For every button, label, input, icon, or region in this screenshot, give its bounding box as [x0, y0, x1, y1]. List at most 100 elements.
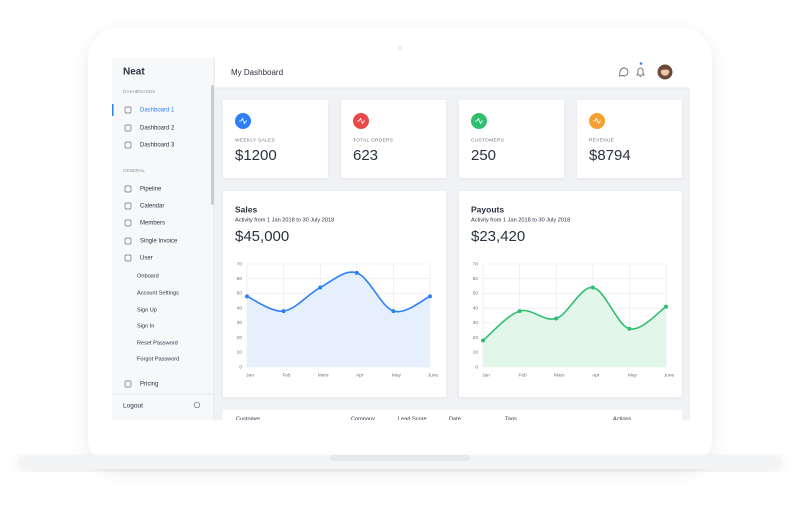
y-tick-label: 50	[473, 291, 479, 297]
nav-icon	[124, 202, 132, 210]
nav-heading: DASHBOARDS	[123, 89, 155, 94]
bell-icon[interactable]	[636, 67, 645, 77]
x-tick-label: Apr	[592, 372, 600, 378]
nav-subitem[interactable]: Sign Up	[137, 307, 157, 313]
point	[554, 316, 559, 321]
line	[246, 271, 431, 313]
chart: 0 10 20 30 40 50 60 70 Jan Feb Mars Apr May June	[473, 261, 675, 378]
y-tick-label: 40	[473, 305, 479, 311]
nav-subitem[interactable]: Account Settings	[137, 290, 179, 296]
brand[interactable]: Neat	[123, 67, 145, 78]
nav-subitem[interactable]: Sign In	[137, 323, 154, 329]
point	[590, 285, 595, 290]
table-header: Actions	[613, 416, 632, 422]
chart-subtitle: Activity from 1 Jan 2018 to 30 July 2018	[235, 217, 334, 223]
nav-item[interactable]: Dashboard 2	[140, 126, 175, 132]
nav-item[interactable]: Members	[140, 221, 165, 227]
nav-item[interactable]: Pipeline	[140, 187, 162, 193]
x-tick-label: Jan	[246, 372, 254, 378]
y-tick-label: 30	[473, 320, 479, 326]
point	[627, 326, 632, 331]
scrollbar	[211, 85, 214, 205]
stat-glyph	[475, 117, 483, 125]
topbar	[215, 58, 690, 88]
x-tick-label: June	[664, 372, 675, 378]
power-icon	[193, 401, 201, 409]
y-tick-label: 70	[473, 261, 479, 267]
x-tick-label: Feb	[518, 372, 527, 378]
y-tick-label: 20	[473, 335, 479, 341]
avatar-hair	[660, 66, 670, 71]
y-tick-label: 70	[237, 261, 243, 267]
stat-label: TOTAL ORDERS	[353, 137, 393, 143]
stat-card	[459, 100, 564, 178]
stat-card	[223, 100, 328, 178]
stat-value: $8794	[589, 147, 631, 164]
chart-title: Payouts	[471, 204, 504, 214]
chart-subtitle: Activity from 1 Jan 2018 to 30 July 2018	[471, 217, 570, 223]
y-tick-label: 60	[237, 276, 243, 282]
stat-glyph	[239, 117, 247, 125]
x-tick-label: Mars	[318, 372, 329, 378]
nav-icon	[124, 141, 132, 149]
nav-subitem[interactable]: Reset Password	[137, 340, 178, 346]
point	[664, 304, 668, 309]
table-header: Company	[351, 416, 375, 422]
point	[481, 338, 485, 343]
nav-subitem[interactable]: Forgot Password	[137, 356, 179, 362]
nav-subitem[interactable]: Onboard	[137, 273, 159, 279]
point	[318, 285, 323, 290]
stat-glyph	[357, 117, 365, 125]
stat-icon	[589, 113, 605, 129]
y-tick-label: 0	[475, 364, 478, 370]
stat-glyph	[593, 117, 601, 125]
y-tick-label: 20	[237, 335, 243, 341]
stat-label: WEEKLY SALES	[235, 137, 275, 143]
page-title: My Dashboard	[231, 68, 283, 77]
base-notch	[330, 455, 470, 461]
area	[483, 287, 666, 367]
nav-icon	[124, 380, 132, 388]
nav-item[interactable]: User	[140, 256, 153, 262]
stat-value: $1200	[235, 147, 277, 164]
table-header: Tags	[505, 416, 517, 422]
y-tick-label: 10	[473, 350, 479, 356]
stat-label: CUSTOMERS	[471, 137, 504, 143]
nav-heading: GENERAL	[123, 168, 145, 173]
point	[391, 309, 396, 314]
nav-item[interactable]: Pricing	[140, 382, 158, 388]
nav-icon	[124, 124, 132, 132]
chart: 0 10 20 30 40 50 60 70 Jan Feb Mars Apr May June	[237, 261, 439, 378]
nav-item[interactable]: Dashboard 1	[140, 108, 175, 114]
x-tick-label: Mars	[554, 372, 565, 378]
x-tick-label: Feb	[282, 372, 291, 378]
x-tick-label: May	[392, 372, 402, 378]
chat-icon[interactable]	[619, 67, 629, 77]
table-header: Date	[449, 416, 461, 422]
logout[interactable]: Logout	[123, 403, 143, 410]
x-tick-label: Apr	[356, 372, 364, 378]
nav-icon	[124, 185, 132, 193]
sidebar	[112, 58, 214, 420]
nav-item[interactable]: Dashboard 3	[140, 143, 175, 149]
line	[482, 286, 667, 342]
y-tick-label: 40	[237, 305, 243, 311]
stat-card	[577, 100, 682, 178]
y-tick-label: 0	[239, 364, 242, 370]
point	[517, 309, 522, 314]
camera	[398, 46, 402, 50]
stat-card	[341, 100, 446, 178]
y-tick-label: 60	[473, 276, 479, 282]
area	[247, 272, 430, 367]
x-tick-label: June	[428, 372, 439, 378]
table-card	[223, 410, 682, 420]
x-tick-label: May	[628, 372, 638, 378]
nav-icon	[124, 219, 132, 227]
x-tick-label: Jan	[482, 372, 490, 378]
nav-item[interactable]: Calendar	[140, 204, 164, 210]
nav-icon	[124, 237, 132, 245]
y-tick-label: 10	[237, 350, 243, 356]
stat-icon	[235, 113, 251, 129]
nav-item[interactable]: Single Invoice	[140, 239, 178, 245]
